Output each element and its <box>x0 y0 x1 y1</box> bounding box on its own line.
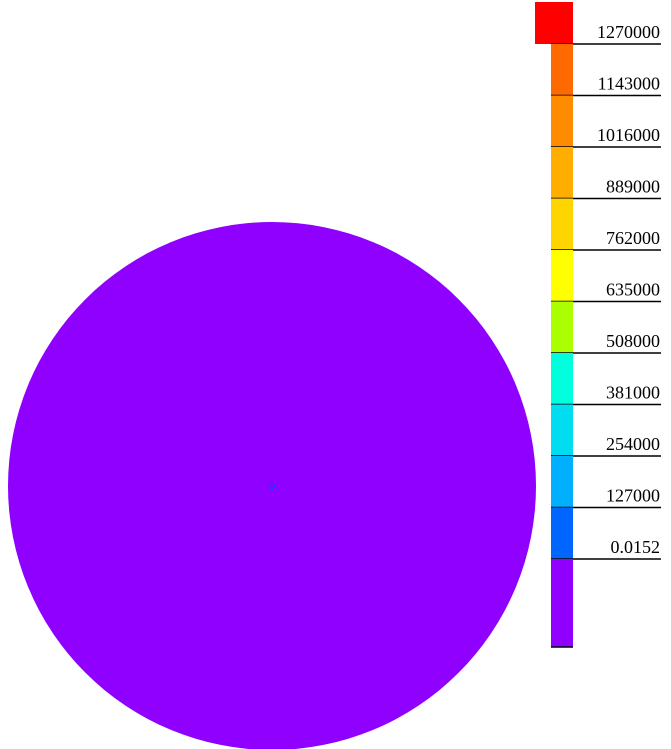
colorbar-swatch <box>551 95 573 147</box>
colorbar-swatch <box>551 301 573 353</box>
colorbar-tick-label: 1143000 <box>598 74 660 94</box>
colorbar-swatch <box>551 147 573 199</box>
center-marker <box>269 483 275 489</box>
colorbar-tick-label: 381000 <box>606 383 660 403</box>
colorbar-tick-label: 1270000 <box>597 22 660 42</box>
colorbar-legend: 1270000 1143000 1016000 889000 762000 635000 5… <box>535 2 661 648</box>
contour-field <box>8 222 536 749</box>
field-disc <box>8 222 536 749</box>
colorbar-swatch <box>551 456 573 508</box>
colorbar-swatch <box>551 198 573 250</box>
colorbar-swatch <box>535 2 573 44</box>
colorbar-tick-label: 254000 <box>606 434 660 454</box>
colorbar-swatch <box>551 353 573 405</box>
colorbar-swatch <box>551 559 573 647</box>
colorbar-tick-label: 635000 <box>606 280 660 300</box>
colorbar-tick-label: 889000 <box>606 177 660 197</box>
colorbar-swatch <box>551 250 573 302</box>
colorbar-swatch <box>551 44 573 96</box>
colorbar-tick-label: 127000 <box>606 486 660 506</box>
colorbar-swatch <box>551 507 573 559</box>
colorbar-tick-label: 762000 <box>606 228 660 248</box>
colorbar-tick-label: 1016000 <box>597 125 660 145</box>
colorbar-swatch <box>551 404 573 456</box>
colorbar-tick-label: 0.0152 <box>611 537 661 557</box>
colorbar-tick-label: 508000 <box>606 331 660 351</box>
